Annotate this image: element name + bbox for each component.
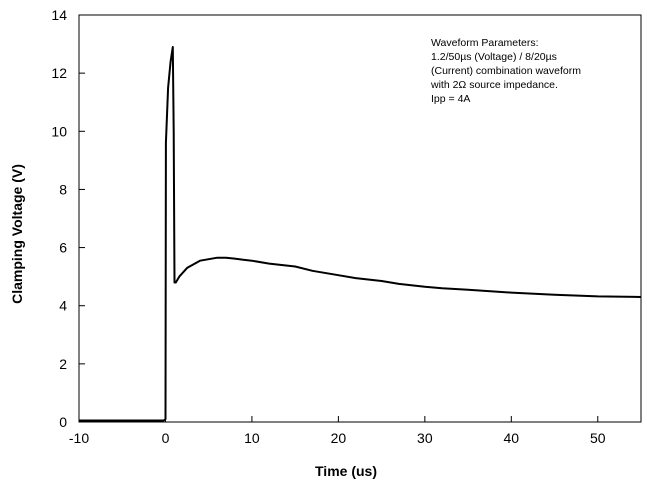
x-tick-label: 50 bbox=[590, 430, 606, 446]
y-tick-label: 8 bbox=[59, 181, 67, 197]
x-tick-label: 40 bbox=[504, 430, 520, 446]
y-axis-ticks: 0 2 4 6 8 10 12 14 bbox=[51, 7, 85, 430]
x-tick-label: 10 bbox=[244, 430, 260, 446]
y-tick-label: 0 bbox=[59, 414, 67, 430]
x-tick-label: 0 bbox=[162, 430, 170, 446]
y-tick-label: 4 bbox=[59, 298, 67, 314]
y-tick-label: 6 bbox=[59, 240, 67, 256]
annotation-line: with 2Ω source impedance. bbox=[430, 79, 558, 91]
clamping-voltage-line bbox=[79, 46, 642, 422]
y-axis-title: Clamping Voltage (V) bbox=[9, 164, 25, 304]
annotation-line: 1.2/50µs (Voltage) / 8/20µs bbox=[431, 51, 557, 63]
annotation-line: (Current) combination waveform bbox=[431, 65, 581, 77]
y-tick-label: 14 bbox=[51, 7, 67, 23]
waveform-parameters-annotation: Waveform Parameters: 1.2/50µs (Voltage) … bbox=[430, 37, 581, 105]
y-tick-label: 12 bbox=[51, 65, 67, 81]
x-tick-label: -10 bbox=[69, 430, 89, 446]
plot-frame bbox=[78, 14, 642, 423]
x-axis-title: Time (us) bbox=[315, 463, 377, 479]
y-tick-label: 2 bbox=[59, 356, 67, 372]
annotation-line: Waveform Parameters: bbox=[431, 37, 539, 49]
x-tick-label: 20 bbox=[331, 430, 347, 446]
y-tick-label: 10 bbox=[51, 123, 67, 139]
x-tick-label: 30 bbox=[417, 430, 433, 446]
annotation-line: Ipp = 4A bbox=[431, 93, 470, 105]
